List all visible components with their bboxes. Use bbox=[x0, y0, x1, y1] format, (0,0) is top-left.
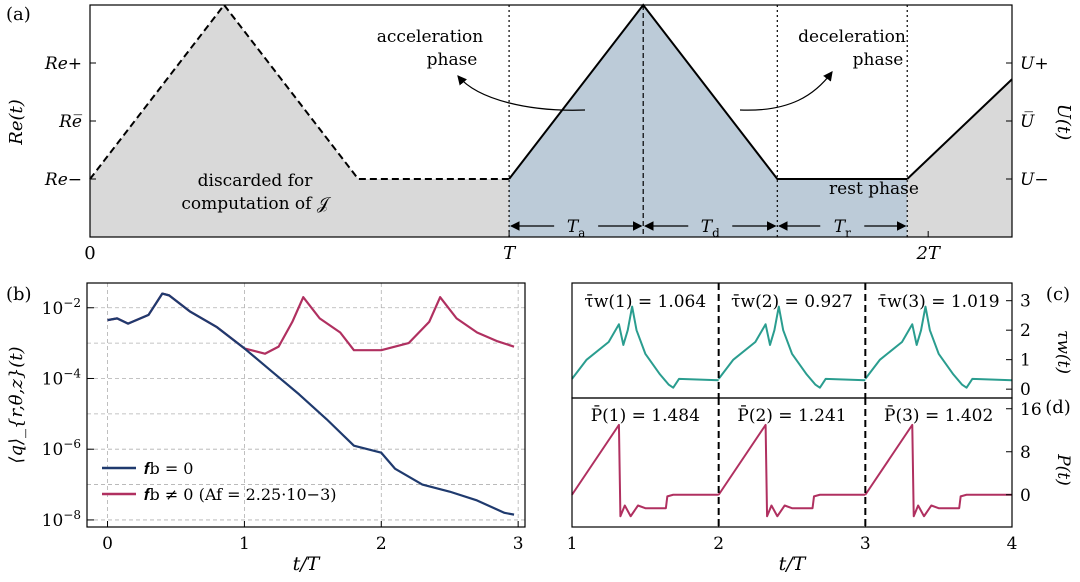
xtick-label-d-0: 1 bbox=[567, 534, 578, 554]
annotation-discarded-1: discarded for bbox=[198, 171, 314, 191]
series-line-f-b-0 bbox=[107, 292, 515, 516]
panel-b: (b) 0 1 2 310−810−610−410−2 ⟨q⟩_{r,θ,z}(t) … bbox=[6, 282, 526, 575]
panel-c: 0 1 2 3 τ̄w(1) = 1.064 τ̄w(2) = 0.927 τ̄w(3) … bbox=[571, 282, 1073, 400]
xtick-label-b-3: 3 bbox=[513, 534, 524, 554]
xtick-label-a-2: 2T bbox=[915, 243, 941, 264]
xtick-label-a-0: 0 bbox=[84, 243, 95, 264]
ylabel-q: ⟨q⟩_{r,θ,z}(t) bbox=[6, 346, 27, 463]
ylabel-p: P(t) bbox=[1053, 453, 1073, 486]
ytick-label-b-0: 10−8 bbox=[42, 508, 81, 531]
xtick-label-b-1: 1 bbox=[239, 534, 250, 554]
ytick-label-d-1: 8 bbox=[1020, 443, 1031, 463]
legend-label-fb0: 𝒇b = 0 bbox=[144, 459, 194, 478]
series-line-f-b-0 bbox=[107, 292, 515, 355]
panel-letter-c: (c) bbox=[1046, 284, 1070, 305]
panel-b-frame bbox=[86, 282, 526, 528]
xtick-label-d-2: 3 bbox=[860, 534, 871, 554]
cycle-label-c-3: τ̄w(3) = 1.019 bbox=[878, 292, 1000, 312]
ylabel-tau: τw(t) bbox=[1053, 330, 1073, 374]
ytick-label-left-1: Re̅ bbox=[58, 112, 82, 132]
ytick-label-right-1: U̅ bbox=[1020, 111, 1035, 132]
xtick-label-d-1: 2 bbox=[713, 534, 724, 554]
ytick-label-b-2: 10−4 bbox=[42, 366, 82, 389]
cycle-line-3 bbox=[864, 423, 1012, 518]
line-next bbox=[906, 78, 1013, 180]
annotation-acceleration-2: phase bbox=[427, 50, 478, 70]
annotation-rest-phase: rest phase bbox=[829, 179, 919, 199]
line-period bbox=[508, 3, 908, 180]
legend-label-fbneq0: 𝒇b ≠ 0 (Af = 2.25·10−3) bbox=[144, 485, 337, 504]
ytick-label-d-2: 16 bbox=[1020, 400, 1042, 420]
xlabel-b: t/T bbox=[293, 553, 321, 575]
cycle-line-3 bbox=[864, 305, 1013, 389]
ytick-label-right-0: U− bbox=[1020, 170, 1049, 190]
cycle-line-1 bbox=[571, 305, 719, 389]
panel-d-frame bbox=[571, 397, 1013, 528]
ytick-label-c-2: 2 bbox=[1020, 321, 1031, 341]
panel-d: 0 8 16 1 2 3 4 P̄(1) = 1.484 P̄(2) = 1.241 P̄(3)… bbox=[567, 397, 1073, 575]
cycle-line-1 bbox=[571, 423, 719, 518]
xlabel-d: t/T bbox=[779, 553, 807, 575]
ytick-label-right-2: U+ bbox=[1020, 54, 1049, 74]
ytick-label-c-3: 3 bbox=[1020, 292, 1031, 312]
xtick-label-a-1: T bbox=[503, 243, 517, 264]
panel-letter-a: (a) bbox=[6, 4, 31, 25]
cycle-label-c-1: τ̄w(1) = 1.064 bbox=[584, 292, 706, 312]
ytick-label-left-2: Re+ bbox=[44, 54, 82, 74]
area-next bbox=[907, 79, 1012, 238]
panel-letter-d: (d) bbox=[1045, 397, 1071, 418]
ylabel-re: Re(t) bbox=[6, 99, 27, 145]
annotation-deceleration-2: phase bbox=[853, 50, 904, 70]
cycle-line-2 bbox=[717, 305, 866, 389]
arrow-acceleration bbox=[457, 75, 586, 111]
panel-a: (a) Ta Td Tr Re− U−Re̅ U̅Re+ U+0 T 2T Re(t) U(t… bbox=[6, 3, 1074, 264]
cycle-label-d-1: P̄(1) = 1.484 bbox=[591, 404, 700, 426]
annotation-acceleration-1: acceleration bbox=[377, 27, 484, 47]
legend: 𝒇b = 0 𝒇b ≠ 0 (Af = 2.25·10−3) bbox=[102, 459, 337, 504]
cycle-line-2 bbox=[717, 423, 866, 518]
cycle-label-d-2: P̄(2) = 1.241 bbox=[737, 404, 846, 426]
ylabel-u: U(t) bbox=[1053, 104, 1074, 140]
ytick-label-c-1: 1 bbox=[1020, 351, 1031, 371]
arrow-deceleration bbox=[739, 71, 833, 111]
panel-letter-b: (b) bbox=[6, 284, 32, 305]
ytick-label-b-3: 10−2 bbox=[42, 296, 81, 319]
ytick-label-d-0: 0 bbox=[1020, 486, 1031, 506]
xtick-label-b-0: 0 bbox=[102, 534, 113, 554]
annotation-deceleration-1: deceleration bbox=[798, 27, 906, 47]
xtick-label-b-2: 2 bbox=[376, 534, 387, 554]
ytick-label-b-1: 10−6 bbox=[42, 437, 81, 460]
cycle-label-d-3: P̄(3) = 1.402 bbox=[884, 404, 993, 426]
ytick-label-left-0: Re− bbox=[44, 170, 82, 190]
ytick-label-c-0: 0 bbox=[1020, 380, 1031, 400]
xtick-label-d-3: 4 bbox=[1007, 534, 1018, 554]
cycle-label-c-2: τ̄w(2) = 0.927 bbox=[731, 292, 853, 312]
annotation-discarded-2: computation of 𝒥 bbox=[181, 194, 331, 214]
